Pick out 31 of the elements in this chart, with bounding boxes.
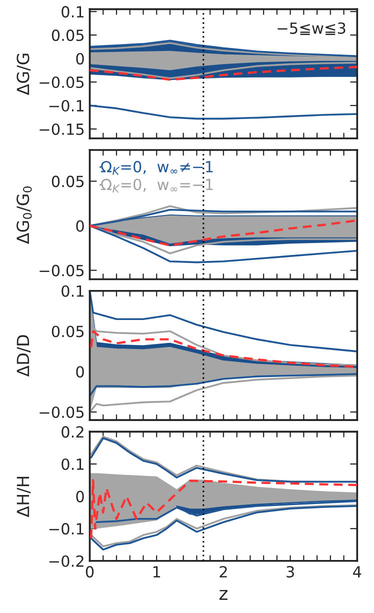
y-tick-label: 0.1 <box>62 458 84 470</box>
x-tick-label: 4 <box>353 566 362 578</box>
y-tick-label: 0.05 <box>52 326 84 338</box>
x-axis-title: z <box>220 590 228 600</box>
x-tick-label: 1 <box>153 566 160 578</box>
y-axis-title: ΔH/H <box>16 476 31 518</box>
annotation: −5≦w≦3 <box>278 22 346 35</box>
legend-label: Ω$_{K}$=0, w$_{∞}$=−1 <box>101 178 213 193</box>
y-tick-label: −0.1 <box>49 100 84 112</box>
x-tick-label: 0 <box>86 566 94 578</box>
y-tick-label: −0.05 <box>40 406 84 418</box>
y-tick-label: 0.1 <box>62 285 84 297</box>
y-tick-label: 0 <box>76 366 84 378</box>
y-tick-label: 0 <box>76 490 84 502</box>
y-tick-label: −0.1 <box>49 523 84 535</box>
x-tick-label: 3 <box>286 566 294 578</box>
y-axis-title: ΔG/G <box>16 54 31 96</box>
y-tick-label: −0.05 <box>40 76 84 88</box>
y-tick-label: 0 <box>76 220 84 232</box>
y-tick-label: −0.15 <box>40 123 84 136</box>
y-tick-label: 0.1 <box>62 6 84 18</box>
y-tick-label: 0.05 <box>52 30 84 42</box>
x-tick-label: 2 <box>220 566 227 578</box>
y-tick-label: 0 <box>76 52 84 65</box>
y-tick-label: 0.05 <box>52 176 84 188</box>
y-tick-label: −0.2 <box>49 555 84 567</box>
y-axis-title: ΔD/D <box>16 335 31 377</box>
y-tick-label: 0.2 <box>62 426 84 438</box>
y-axis-title: ΔG$_{0}$/G$_{0}$ <box>16 186 32 244</box>
legend-label: Ω$_{K}$=0, w$_{∞}$≠−1 <box>101 160 213 175</box>
y-tick-label: −0.05 <box>40 264 84 276</box>
